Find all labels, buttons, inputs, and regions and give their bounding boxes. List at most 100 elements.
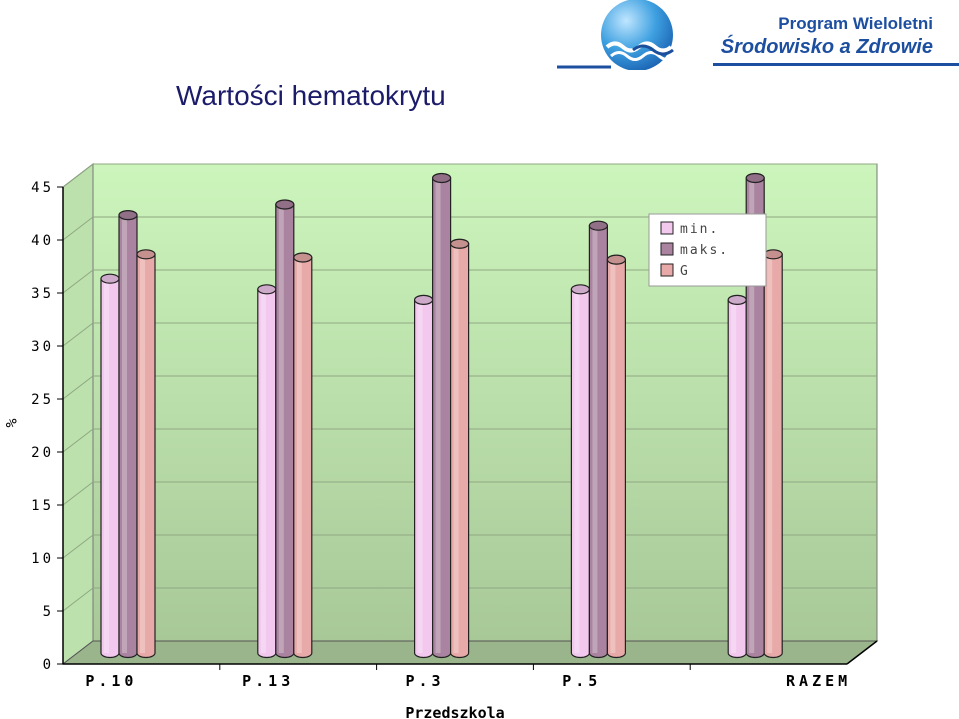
y-tick-label: 5	[43, 604, 54, 620]
side-wall	[62, 162, 94, 666]
bar-G-P.5	[606, 254, 627, 659]
y-tick-label: 35	[31, 286, 54, 302]
y-tick-label: 30	[31, 339, 54, 355]
bar-maks.-P.3	[432, 172, 452, 659]
bar-maks.-P.5	[588, 220, 609, 659]
bar-body	[727, 299, 747, 659]
y-axis-title: %	[2, 418, 20, 427]
globe-waves-logo-icon	[557, 0, 676, 70]
axes	[62, 187, 878, 670]
bar-body	[606, 259, 626, 659]
gridline-side	[62, 375, 94, 400]
bar-top	[432, 172, 452, 184]
bar-top	[136, 249, 156, 260]
program-name: Środowisko a Zdrowie	[720, 36, 933, 58]
bar-body	[763, 253, 783, 659]
bar-highlight	[749, 178, 755, 653]
bar-body	[588, 225, 608, 659]
bar-body	[136, 253, 156, 659]
bar-highlight	[260, 289, 266, 653]
y-tick-label: 0	[43, 657, 54, 673]
bar-G-P.10	[136, 249, 156, 659]
bar-top	[414, 294, 434, 305]
bar-top	[293, 252, 313, 263]
x-category-label: P.13	[242, 672, 294, 690]
bar-top	[745, 172, 765, 184]
bar-highlight	[610, 259, 616, 653]
bar-top	[450, 238, 470, 249]
bar-top	[275, 199, 295, 210]
bar-highlight	[140, 254, 145, 653]
bar-highlight	[592, 225, 598, 653]
bar-G-RAZEM	[763, 249, 783, 659]
bar-body	[293, 256, 313, 659]
bar-min.-RAZEM	[727, 294, 747, 659]
x-category-label: P.3	[405, 672, 444, 690]
brand-underline	[713, 63, 959, 66]
legend: min. maks. G	[648, 213, 767, 287]
bar-body	[257, 288, 277, 659]
bar-body	[414, 299, 434, 659]
gridline-side	[62, 269, 94, 294]
bar-top	[763, 249, 783, 260]
bar-top	[100, 273, 120, 284]
x-category-label: RAZEM	[786, 672, 851, 690]
bar-body	[570, 288, 590, 659]
bar-maks.-P.10	[118, 210, 138, 659]
bar-highlight	[574, 289, 580, 653]
bar-G-P.3	[450, 238, 470, 659]
bar-G-P.13	[293, 252, 313, 659]
gridline-side	[62, 428, 94, 453]
x-axis-title: Przedszkola	[405, 704, 504, 719]
bar-min.-P.3	[414, 294, 434, 659]
y-tick-label: 25	[31, 392, 54, 408]
bar-top	[588, 220, 609, 231]
bar-highlight	[435, 178, 441, 653]
bar-min.-P.10	[100, 273, 120, 659]
bar-top	[727, 294, 747, 305]
legend-swatch	[660, 221, 674, 235]
bar-maks.-RAZEM	[745, 172, 765, 659]
program-label: Program Wieloletni	[778, 14, 933, 33]
bar-highlight	[453, 243, 459, 653]
y-tick-labels: 0 5 10 15 20 25 30 35 40 45	[31, 180, 54, 673]
legend-label: G	[680, 264, 690, 279]
bar-highlight	[278, 204, 284, 653]
y-tick-label: 15	[31, 498, 54, 514]
gridline-side	[62, 587, 94, 612]
bars	[100, 172, 783, 659]
bar-body	[100, 278, 120, 659]
gridline-side	[62, 481, 94, 506]
x-category-label: P.10	[85, 672, 137, 690]
gridline-side	[62, 216, 94, 241]
bar-body	[118, 214, 138, 659]
bar-body	[450, 243, 470, 659]
x-axis-depth-line	[846, 640, 878, 665]
bar-highlight	[104, 278, 109, 653]
bar-highlight	[122, 215, 127, 653]
legend-label: min.	[680, 222, 719, 237]
x-category-label: P.5	[562, 672, 601, 690]
bar-top	[118, 210, 138, 221]
x-category-labels: P.10 P.13 P.3 P.5 RAZEM	[85, 672, 851, 690]
legend-swatch	[660, 263, 674, 277]
brand-header: Program Wieloletni Środowisko a Zdrowie	[555, 0, 959, 70]
legend-swatch	[660, 242, 674, 256]
bar-highlight	[731, 299, 737, 653]
y-tick-label: 45	[31, 180, 54, 196]
bar-top	[606, 254, 627, 265]
gridline-side	[62, 534, 94, 559]
bar-highlight	[767, 254, 773, 653]
bar-top	[257, 284, 277, 295]
gridline-side	[62, 322, 94, 347]
y-tick-label: 40	[31, 233, 54, 249]
y-tick-label: 10	[31, 551, 54, 567]
bar-highlight	[417, 299, 423, 653]
legend-label: maks.	[680, 243, 729, 258]
bar-top	[570, 284, 591, 295]
bar-highlight	[296, 257, 302, 653]
gridline-side	[62, 163, 94, 188]
bar-min.-P.13	[257, 284, 277, 659]
bar-body	[432, 177, 452, 659]
